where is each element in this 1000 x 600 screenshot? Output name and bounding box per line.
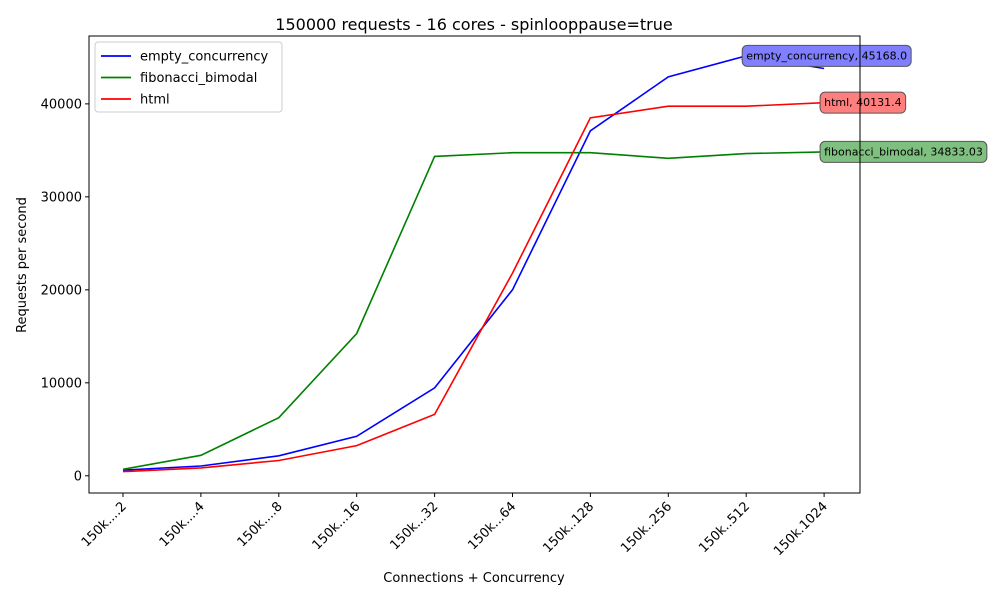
annotation-box (819, 91, 907, 114)
series-line-empty_concurrency (122, 54, 825, 471)
y-tick-label: 0 (74, 469, 82, 484)
legend-label: empty_concurrency (140, 50, 268, 65)
annotation-html: html, 40131.4 (819, 91, 907, 114)
legend-label: fibonacci_bimodal (140, 71, 257, 86)
legend-label: html (140, 93, 170, 108)
annotation-label: html, 40131.4 (824, 96, 902, 109)
annotation-label: fibonacci_bimodal, 34833.03 (824, 145, 983, 158)
y-tick-label: 30000 (41, 190, 82, 205)
annotation-label: empty_concurrency, 45168.0 (746, 49, 907, 62)
series-line-html (122, 101, 825, 473)
annotation-empty_concurrency: empty_concurrency, 45168.0 (741, 44, 912, 67)
y-axis-label: Requests per second (15, 197, 30, 333)
annotation-box (819, 140, 988, 163)
y-tick-label: 20000 (41, 283, 82, 298)
x-axis-label: Connections + Concurrency (383, 571, 565, 586)
chart-title: 150000 requests - 16 cores - spinlooppau… (275, 15, 672, 34)
annotation-fibonacci_bimodal: fibonacci_bimodal, 34833.03 (819, 140, 988, 163)
legend-frame (94, 41, 283, 113)
series-line-fibonacci_bimodal (122, 151, 825, 471)
annotation-box (741, 44, 912, 67)
y-tick-label: 40000 (41, 97, 82, 112)
y-tick-label: 10000 (41, 376, 82, 391)
plot-frame (88, 35, 861, 494)
